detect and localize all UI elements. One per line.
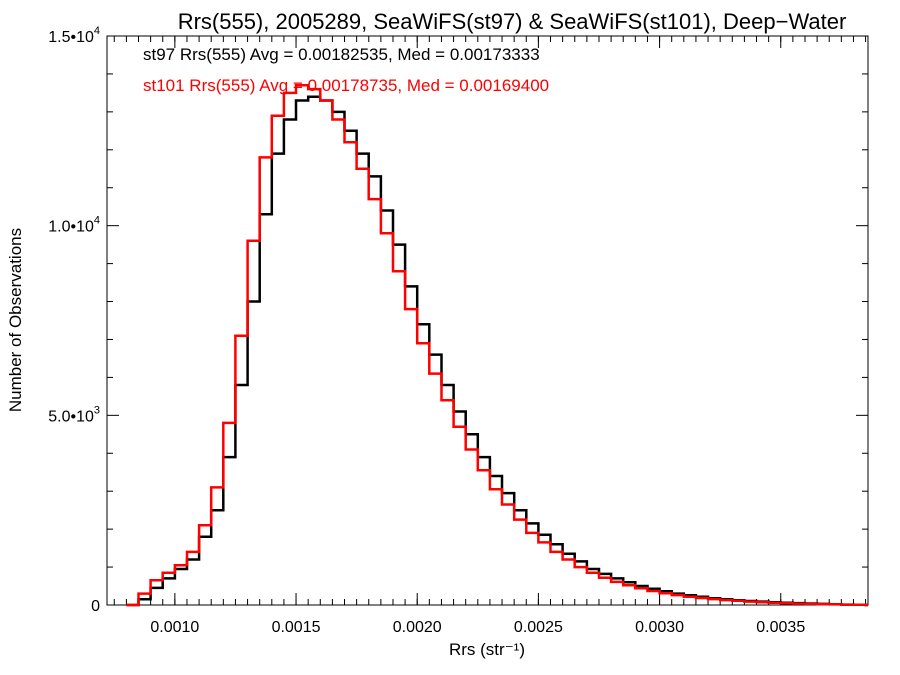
x-tick-label: 0.0035 xyxy=(756,619,805,636)
series-st97-line xyxy=(126,95,868,607)
y-axis-label: Number of Observations xyxy=(6,228,25,412)
x-axis-label: Rrs (str⁻¹) xyxy=(449,640,525,659)
plot-frame xyxy=(106,35,869,606)
y-tick-label-base: 1.5•10 xyxy=(48,29,94,46)
x-tick-label: 0.0025 xyxy=(514,619,563,636)
y-tick-label: 0 xyxy=(91,598,100,615)
y-tick-label-base: 5.0•10 xyxy=(48,408,94,425)
y-tick-label-exponent: 4 xyxy=(94,215,100,227)
x-axis-ticks: 0.0010 0.0015 0.0020 0.0025 0.0030 0.0035 xyxy=(113,36,867,636)
x-tick-label: 0.0030 xyxy=(635,619,684,636)
y-tick-label-base: 1.0•10 xyxy=(48,219,94,236)
series-layer xyxy=(126,84,868,607)
series-st101-line xyxy=(126,84,868,607)
y-tick-label-exponent: 3 xyxy=(94,404,100,416)
annotation-st101-stats: st101 Rrs(555) Avg = 0.00178735, Med = 0… xyxy=(143,76,549,95)
x-tick-label: 0.0010 xyxy=(150,619,199,636)
y-tick-label: 1.0•104 xyxy=(48,215,100,236)
x-tick-label: 0.0015 xyxy=(272,619,321,636)
y-tick-label-exponent: 4 xyxy=(94,25,100,37)
x-tick-label: 0.0020 xyxy=(393,619,442,636)
y-tick-label: 1.5•104 xyxy=(48,25,100,46)
chart-title: Rrs(555), 2005289, SeaWiFS(st97) & SeaWi… xyxy=(178,9,847,34)
annotation-st97-stats: st97 Rrs(555) Avg = 0.00182535, Med = 0.… xyxy=(143,45,540,64)
y-tick-label: 5.0•103 xyxy=(48,404,100,425)
y-tick-label-base: 0 xyxy=(91,598,100,615)
